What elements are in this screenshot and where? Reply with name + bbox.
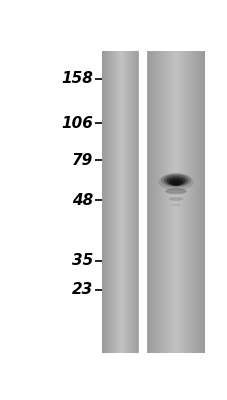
- Bar: [164, 51, 165, 353]
- Bar: [197, 51, 198, 353]
- Bar: [177, 51, 178, 353]
- Bar: [175, 51, 176, 353]
- Bar: [200, 51, 201, 353]
- Bar: [173, 51, 174, 353]
- Ellipse shape: [158, 174, 193, 190]
- Text: 106: 106: [61, 116, 93, 131]
- Bar: [169, 51, 170, 353]
- Bar: [191, 51, 192, 353]
- Bar: [203, 51, 204, 353]
- Bar: [156, 51, 157, 353]
- Bar: [190, 51, 191, 353]
- Bar: [182, 51, 183, 353]
- Bar: [186, 51, 187, 353]
- Bar: [170, 51, 171, 353]
- Bar: [161, 51, 162, 353]
- Text: 35: 35: [72, 253, 93, 268]
- Bar: [172, 51, 173, 353]
- Bar: [166, 51, 167, 353]
- Ellipse shape: [165, 176, 185, 186]
- Bar: [180, 51, 181, 353]
- Ellipse shape: [171, 204, 180, 206]
- Bar: [181, 51, 182, 353]
- Bar: [195, 51, 196, 353]
- Bar: [194, 51, 195, 353]
- Bar: [178, 51, 179, 353]
- Bar: [162, 51, 163, 353]
- Bar: [154, 51, 155, 353]
- Bar: [174, 51, 175, 353]
- Bar: [192, 51, 193, 353]
- Bar: [160, 51, 161, 353]
- Text: 158: 158: [61, 71, 93, 86]
- Bar: [185, 51, 186, 353]
- Bar: [165, 51, 166, 353]
- Bar: [183, 51, 184, 353]
- Bar: [149, 51, 150, 353]
- Ellipse shape: [165, 188, 186, 194]
- Bar: [158, 51, 159, 353]
- Ellipse shape: [171, 182, 180, 186]
- Bar: [157, 51, 158, 353]
- Bar: [198, 51, 199, 353]
- Bar: [159, 51, 160, 353]
- Bar: [179, 51, 180, 353]
- Bar: [153, 51, 154, 353]
- Bar: [193, 51, 194, 353]
- Bar: [171, 51, 172, 353]
- Text: 23: 23: [72, 282, 93, 297]
- Ellipse shape: [168, 178, 182, 185]
- Bar: [145, 51, 146, 353]
- Bar: [147, 51, 148, 353]
- Bar: [163, 51, 164, 353]
- Bar: [168, 51, 169, 353]
- Bar: [155, 51, 156, 353]
- Bar: [152, 51, 153, 353]
- Bar: [146, 51, 147, 353]
- Ellipse shape: [168, 197, 182, 201]
- Bar: [148, 51, 149, 353]
- Bar: [167, 51, 168, 353]
- Bar: [151, 51, 152, 353]
- Bar: [184, 51, 185, 353]
- Ellipse shape: [163, 174, 188, 186]
- Bar: [176, 51, 177, 353]
- Text: 48: 48: [72, 193, 93, 208]
- Bar: [201, 51, 202, 353]
- Text: 79: 79: [72, 153, 93, 168]
- Bar: [188, 51, 189, 353]
- Bar: [202, 51, 203, 353]
- Bar: [189, 51, 190, 353]
- Bar: [187, 51, 188, 353]
- Bar: [199, 51, 200, 353]
- Bar: [196, 51, 197, 353]
- Ellipse shape: [160, 173, 190, 188]
- Bar: [150, 51, 151, 353]
